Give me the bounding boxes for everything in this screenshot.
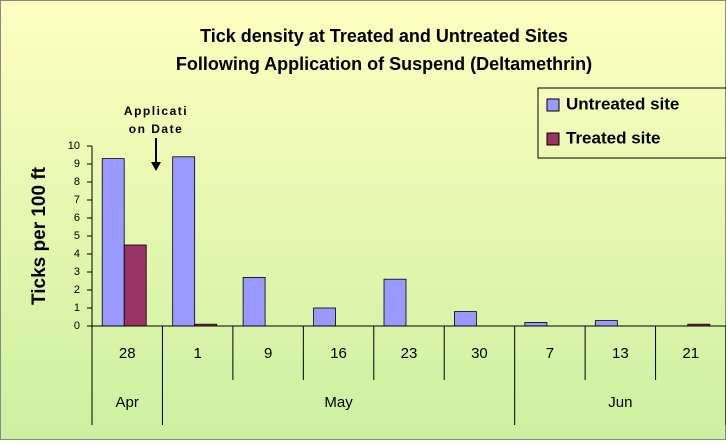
group-label: May — [324, 394, 353, 411]
bar — [172, 156, 196, 327]
x-tick-label: 16 — [330, 345, 347, 362]
y-tick-label: 5 — [74, 230, 80, 242]
group-label: Apr — [116, 394, 139, 411]
y-tick-label: 9 — [74, 158, 80, 170]
legend-swatch — [546, 98, 560, 112]
y-tick-label: 6 — [74, 212, 80, 224]
y-axis-label: Ticks per 100 ft — [29, 166, 50, 305]
y-tick-label: 0 — [74, 320, 80, 332]
legend-swatch — [546, 132, 560, 146]
x-tick-label: 23 — [401, 345, 418, 362]
chart-title: Tick density at Treated and Untreated Si… — [200, 26, 568, 46]
y-tick-label: 7 — [74, 194, 80, 206]
group-label: Jun — [608, 394, 632, 411]
bar — [313, 307, 336, 327]
y-tick-label: 1 — [74, 302, 80, 314]
legend-label: Untreated site — [566, 94, 679, 113]
annotation: Applicati — [124, 104, 188, 118]
bar — [594, 320, 618, 327]
y-tick-label: 2 — [74, 284, 80, 296]
x-tick-label: 28 — [119, 345, 136, 362]
annotation-arrowhead — [151, 162, 161, 171]
bar — [524, 321, 548, 327]
y-tick-label: 3 — [74, 266, 80, 278]
x-tick-label: 7 — [546, 345, 554, 362]
chart-title: Following Application of Suspend (Deltam… — [176, 54, 592, 74]
x-tick-label: 9 — [264, 345, 272, 362]
y-tick-label: 10 — [68, 140, 80, 152]
legend-label: Treated site — [566, 128, 661, 147]
x-tick-label: 21 — [682, 345, 699, 362]
bar — [123, 244, 147, 327]
bar — [383, 278, 407, 327]
x-tick-label: 30 — [471, 345, 488, 362]
bar — [454, 311, 477, 327]
annotation: on Date — [129, 122, 184, 136]
y-tick-label: 8 — [74, 176, 80, 188]
legend-box — [537, 87, 726, 159]
bar — [101, 158, 125, 327]
x-tick-label: 13 — [612, 345, 629, 362]
bar — [242, 276, 266, 327]
y-tick-label: 4 — [74, 248, 80, 260]
x-tick-label: 1 — [193, 345, 201, 362]
